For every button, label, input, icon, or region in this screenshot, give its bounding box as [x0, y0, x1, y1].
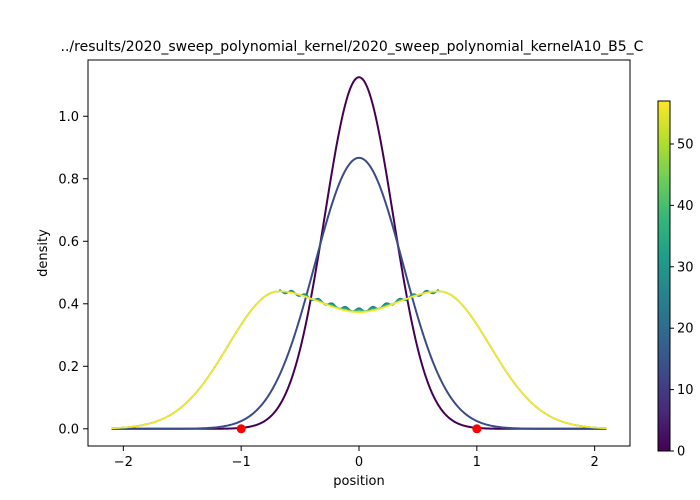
x-tick-label: 0 — [355, 455, 363, 470]
y-tick-label: 0.6 — [58, 235, 79, 250]
x-tick-label: 2 — [591, 455, 599, 470]
density-curve-step-57 — [111, 290, 607, 430]
y-tick-label: 0.0 — [58, 422, 79, 437]
y-tick-label: 1.0 — [58, 110, 79, 125]
y-tick-label: 0.4 — [58, 297, 79, 312]
colorbar-tick-label: 50 — [677, 137, 694, 152]
density-curve-step-5 — [111, 156, 607, 430]
curves-layer — [111, 76, 607, 430]
colorbar-tick-label: 0 — [677, 445, 685, 460]
y-tick-label: 0.8 — [58, 172, 79, 187]
x-axis-label: position — [333, 474, 385, 489]
y-tick-label: 0.2 — [58, 360, 79, 375]
colorbar-tick-label: 20 — [677, 322, 694, 337]
colorbar-gradient — [657, 100, 671, 452]
colorbar-tick-label: 30 — [677, 260, 694, 275]
colorbar-ticks: 0 10 20 30 40 50 — [670, 137, 694, 460]
colorbar-tick-label: 40 — [677, 199, 694, 214]
markers-layer — [236, 424, 482, 434]
colorbar-tick-label: 10 — [677, 383, 694, 398]
x-tick-label: 1 — [473, 455, 481, 470]
x-axis-ticks: −2 −1 0 1 2 — [114, 446, 599, 470]
reference-point-marker — [472, 424, 482, 434]
chart-title: ../results/2020_sweep_polynomial_kernel/… — [61, 39, 644, 55]
plot-area: −2 −1 0 1 2 0.0 0.2 0.4 0.6 0.8 1.0 — [58, 59, 631, 470]
x-tick-label: −1 — [232, 455, 251, 470]
y-axis-ticks: 0.0 0.2 0.4 0.6 0.8 1.0 — [58, 110, 88, 437]
plot-frame — [87, 59, 631, 447]
reference-point-marker — [236, 424, 246, 434]
x-tick-label: −2 — [114, 455, 133, 470]
y-axis-label: density — [36, 229, 51, 277]
colorbar: 0 10 20 30 40 50 — [657, 100, 694, 460]
